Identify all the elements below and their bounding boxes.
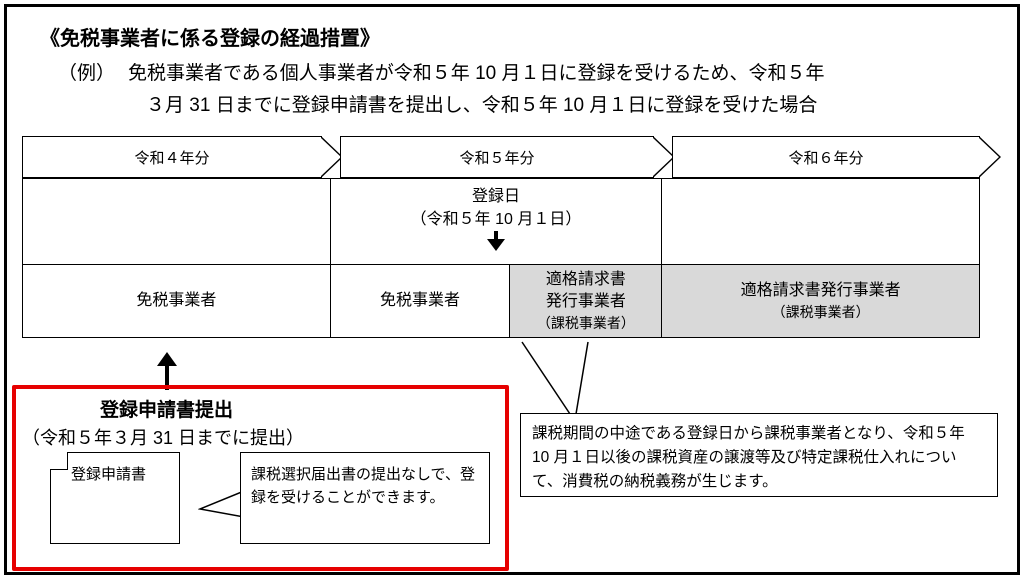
document-label: 登録申請書 [71, 463, 146, 484]
registration-row: 登録日 （令和５年 10 月１日） [23, 179, 980, 265]
biz-cell-b: 免税事業者 [330, 265, 510, 338]
submission-deadline: （令和５年３月 31 日までに提出） [22, 424, 304, 450]
submission-title: 登録申請書提出 [100, 395, 233, 422]
reg-date: （令和５年 10 月１日） [333, 209, 660, 231]
callout-tail-icon [198, 487, 246, 523]
biz-cell-c: 適格請求書 発行事業者 （課税事業者） [510, 265, 662, 338]
example-text: （例）免税事業者である個人事業者が令和５年 10 月１日に登録を受けるため、令和… [58, 58, 984, 123]
leader-lines [510, 340, 630, 418]
example-line1: 免税事業者である個人事業者が令和５年 10 月１日に登録を受けるため、令和５年 [128, 63, 825, 84]
right-callout: 課税期間の中途である登録日から課税事業者となり、令和５年 10 月１日以後の課税… [520, 413, 998, 497]
reg-cell-empty2 [662, 179, 980, 265]
timeline-table: 登録日 （令和５年 10 月１日） 免税事業者 免税事業者 適格請求書 発行事業… [22, 178, 980, 338]
example-line2: ３月 31 日までに登録申請書を提出し、令和５年 10 月１日に登録を受けた場合 [58, 90, 984, 122]
year-cell-r4: 令和４年分 [22, 136, 322, 178]
document-fold [50, 452, 68, 470]
down-arrow-icon [489, 235, 503, 249]
year-cell-r5: 令和５年分 [340, 136, 654, 178]
business-type-row: 免税事業者 免税事業者 適格請求書 発行事業者 （課税事業者） 適格請求書発行事… [23, 265, 980, 338]
biz-cell-d: 適格請求書発行事業者 （課税事業者） [662, 265, 980, 338]
example-label: （例） [58, 58, 128, 90]
arrow-head-3 [979, 136, 1001, 178]
biz-d-l1: 適格請求書発行事業者 [664, 280, 977, 302]
biz-c-l1: 適格請求書 [512, 269, 659, 291]
reg-title: 登録日 [333, 186, 660, 208]
document-icon: 登録申請書 [50, 452, 180, 544]
page-title: 《免税事業者に係る登録の経過措置》 [40, 22, 380, 51]
year-cell-r6: 令和６年分 [672, 136, 980, 178]
biz-d-l2: （課税事業者） [664, 303, 977, 323]
reg-cell-empty1 [23, 179, 331, 265]
biz-cell-a: 免税事業者 [23, 265, 331, 338]
reg-cell-date: 登録日 （令和５年 10 月１日） [330, 179, 662, 265]
year-arrow-row: 令和４年分 令和５年分 令和６年分 [22, 136, 1002, 178]
biz-c-l3: （課税事業者） [512, 314, 659, 334]
biz-c-l2: 発行事業者 [512, 291, 659, 313]
left-callout: 課税選択届出書の提出なしで、登録を受けることができます。 [240, 452, 490, 544]
